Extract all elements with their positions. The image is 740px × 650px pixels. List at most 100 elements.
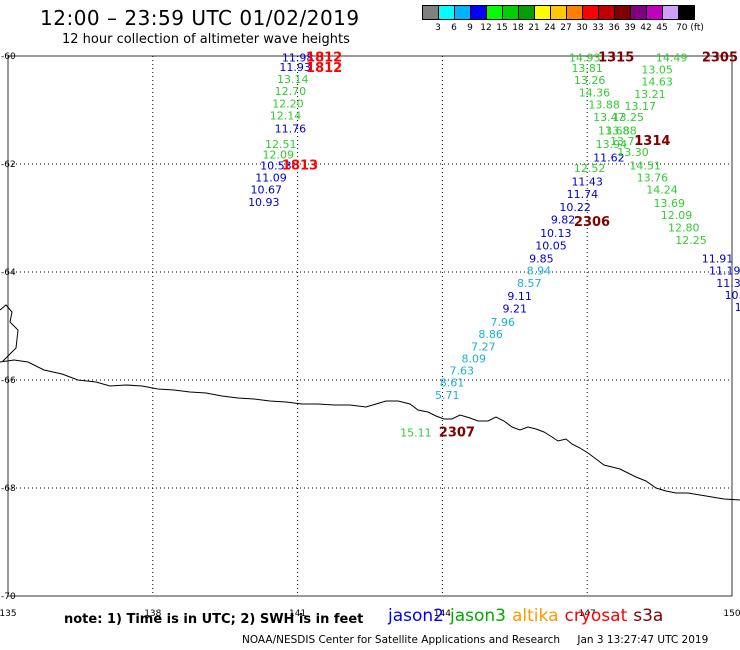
map-title: 12:00 – 23:59 UTC 01/02/2019 bbox=[40, 6, 360, 30]
scale-label: 70 (ft) bbox=[676, 23, 704, 33]
map-grid: 135 138 141 144 147 150 -60 -62 -64 -66 -68 -70 bbox=[0, 52, 740, 619]
wave-height-label: 11.09 bbox=[255, 171, 287, 184]
wave-height-label: 10.05 bbox=[535, 239, 567, 252]
wave-height-label: 13.81 bbox=[571, 62, 603, 75]
scale-label: 15 bbox=[496, 23, 508, 33]
wave-height-label: 11.62 bbox=[593, 151, 625, 164]
wave-height-label: 11 bbox=[735, 301, 740, 314]
wave-height-label: 12.70 bbox=[275, 85, 307, 98]
wave-height-label: 11.93 bbox=[279, 61, 311, 74]
wave-height-label: 13.72 bbox=[610, 135, 642, 148]
pass-time-label: 1813 bbox=[282, 158, 318, 173]
wave-height-label: 14.49 bbox=[656, 51, 688, 64]
scale-label: 39 bbox=[624, 23, 636, 33]
scale-label: 27 bbox=[560, 23, 572, 33]
wave-height-label: 12.09 bbox=[263, 149, 295, 162]
wave-height-label: 14.24 bbox=[646, 184, 678, 197]
pass-time-label: 2306 bbox=[574, 215, 610, 230]
wave-height-label: 9.82 bbox=[551, 213, 576, 226]
pass-time-label: 2305 bbox=[702, 50, 738, 65]
lat-tick-label: -70 bbox=[1, 592, 16, 602]
scale-label: 3 bbox=[435, 23, 441, 33]
wave-height-label: 8.09 bbox=[462, 353, 487, 366]
wave-height-label: 14.51 bbox=[629, 159, 661, 172]
scale-swatches bbox=[422, 5, 695, 20]
wave-height-label: 11.19 bbox=[709, 265, 740, 278]
scale-label: 42 bbox=[640, 23, 652, 33]
wave-height-label: 13.05 bbox=[641, 63, 673, 76]
wave-height-label: 7.63 bbox=[449, 365, 474, 378]
scale-label: 36 bbox=[608, 23, 620, 33]
lat-tick-label: -68 bbox=[1, 484, 16, 494]
wave-height-label: 13.25 bbox=[612, 111, 644, 124]
lon-tick-label: 144 bbox=[434, 609, 451, 619]
scale-label: 33 bbox=[592, 23, 604, 33]
wave-height-label: 13.68 bbox=[598, 124, 630, 137]
lat-tick-label: -60 bbox=[1, 52, 16, 62]
legend-jason3: jason3 bbox=[450, 606, 506, 626]
wave-height-label: 10.22 bbox=[559, 201, 591, 214]
scale-swatch bbox=[678, 5, 695, 20]
scale-label: 12 bbox=[480, 23, 492, 33]
wave-height-label: 14.36 bbox=[579, 87, 611, 100]
footnote: note: 1) Time is in UTC; 2) SWH is in fe… bbox=[64, 612, 364, 627]
scale-label: 9 bbox=[467, 23, 473, 33]
wave-height-label: 13.14 bbox=[277, 73, 309, 86]
wave-height-label: 13.88 bbox=[588, 98, 620, 111]
wave-height-label: 11.32 bbox=[716, 277, 740, 290]
wave-height-label: 13.88 bbox=[605, 124, 637, 137]
wave-height-label: 12.80 bbox=[668, 222, 700, 235]
wave-height-label: 12.52 bbox=[574, 162, 606, 175]
credit-timestamp: Jan 3 13:27:47 UTC 2019 bbox=[577, 634, 709, 646]
wave-height-label: 12.51 bbox=[265, 138, 297, 151]
wave-height-label: 9.11 bbox=[507, 290, 532, 303]
wave-height-label: 10.93 bbox=[248, 196, 280, 209]
wave-height-label: 12.14 bbox=[270, 110, 302, 123]
wave-height-label: 5.71 bbox=[435, 389, 460, 402]
pass-time-label: 1812 bbox=[306, 50, 342, 65]
wave-height-label: 8.94 bbox=[527, 265, 552, 278]
wave-height-label: 12.20 bbox=[272, 97, 304, 110]
map-frame bbox=[7, 55, 733, 597]
wave-height-label: 7.27 bbox=[471, 340, 496, 353]
wave-height-label: 11.91 bbox=[702, 252, 734, 265]
wave-height-label: 15.11 bbox=[400, 427, 432, 440]
lon-tick-label: 135 bbox=[0, 609, 17, 619]
pass-time-label: 1315 bbox=[598, 50, 634, 65]
scale-label: 30 bbox=[576, 23, 588, 33]
wave-height-label: 11.43 bbox=[571, 176, 603, 189]
wave-height-label: 7.96 bbox=[490, 316, 515, 329]
wave-height-label: 11.74 bbox=[567, 188, 599, 201]
credit-agency: NOAA/NESDIS Center for Satellite Applica… bbox=[242, 634, 560, 646]
scale-labels: 3 6 9 12 15 18 21 24 27 30 33 36 39 42 45 70 (ft) bbox=[422, 23, 710, 33]
legend-s3a: s3a bbox=[633, 606, 664, 626]
wave-height-label: 13.21 bbox=[634, 88, 666, 101]
wave-height-label: 13.26 bbox=[574, 74, 606, 87]
antarctic-coastline bbox=[0, 304, 740, 501]
pass-time-label: 1314 bbox=[634, 134, 670, 149]
legend-cryosat: cryosat bbox=[564, 606, 628, 626]
scale-label: 24 bbox=[544, 23, 556, 33]
wave-height-label: 14.63 bbox=[641, 76, 673, 89]
lat-tick-label: -62 bbox=[1, 160, 16, 170]
lon-tick-label: 138 bbox=[144, 609, 161, 619]
scale-label: 18 bbox=[512, 23, 524, 33]
satellite-legend: jason2 jason3 altika cryosat s3a bbox=[388, 606, 669, 626]
legend-jason2: jason2 bbox=[388, 606, 444, 626]
wave-height-label: 8.57 bbox=[517, 277, 542, 290]
wave-height-label: 13.30 bbox=[617, 146, 649, 159]
wave-height-label: 13.94 bbox=[596, 138, 628, 151]
wave-height-label: 13.76 bbox=[637, 171, 669, 184]
wave-height-label: 13.17 bbox=[625, 100, 657, 113]
lon-tick-label: 141 bbox=[289, 609, 306, 619]
wave-height-label: 11.98 bbox=[282, 51, 314, 64]
lat-tick-label: -64 bbox=[1, 268, 16, 278]
credit-line: NOAA/NESDIS Center for Satellite Applica… bbox=[242, 634, 722, 646]
wave-height-label: 12.25 bbox=[675, 234, 707, 247]
lon-tick-label: 147 bbox=[579, 609, 596, 619]
wave-height-label: 13.69 bbox=[654, 197, 686, 210]
wave-height-label: 12.09 bbox=[661, 209, 693, 222]
scale-label: 21 bbox=[528, 23, 540, 33]
wave-height-label: 13.47 bbox=[593, 111, 625, 124]
